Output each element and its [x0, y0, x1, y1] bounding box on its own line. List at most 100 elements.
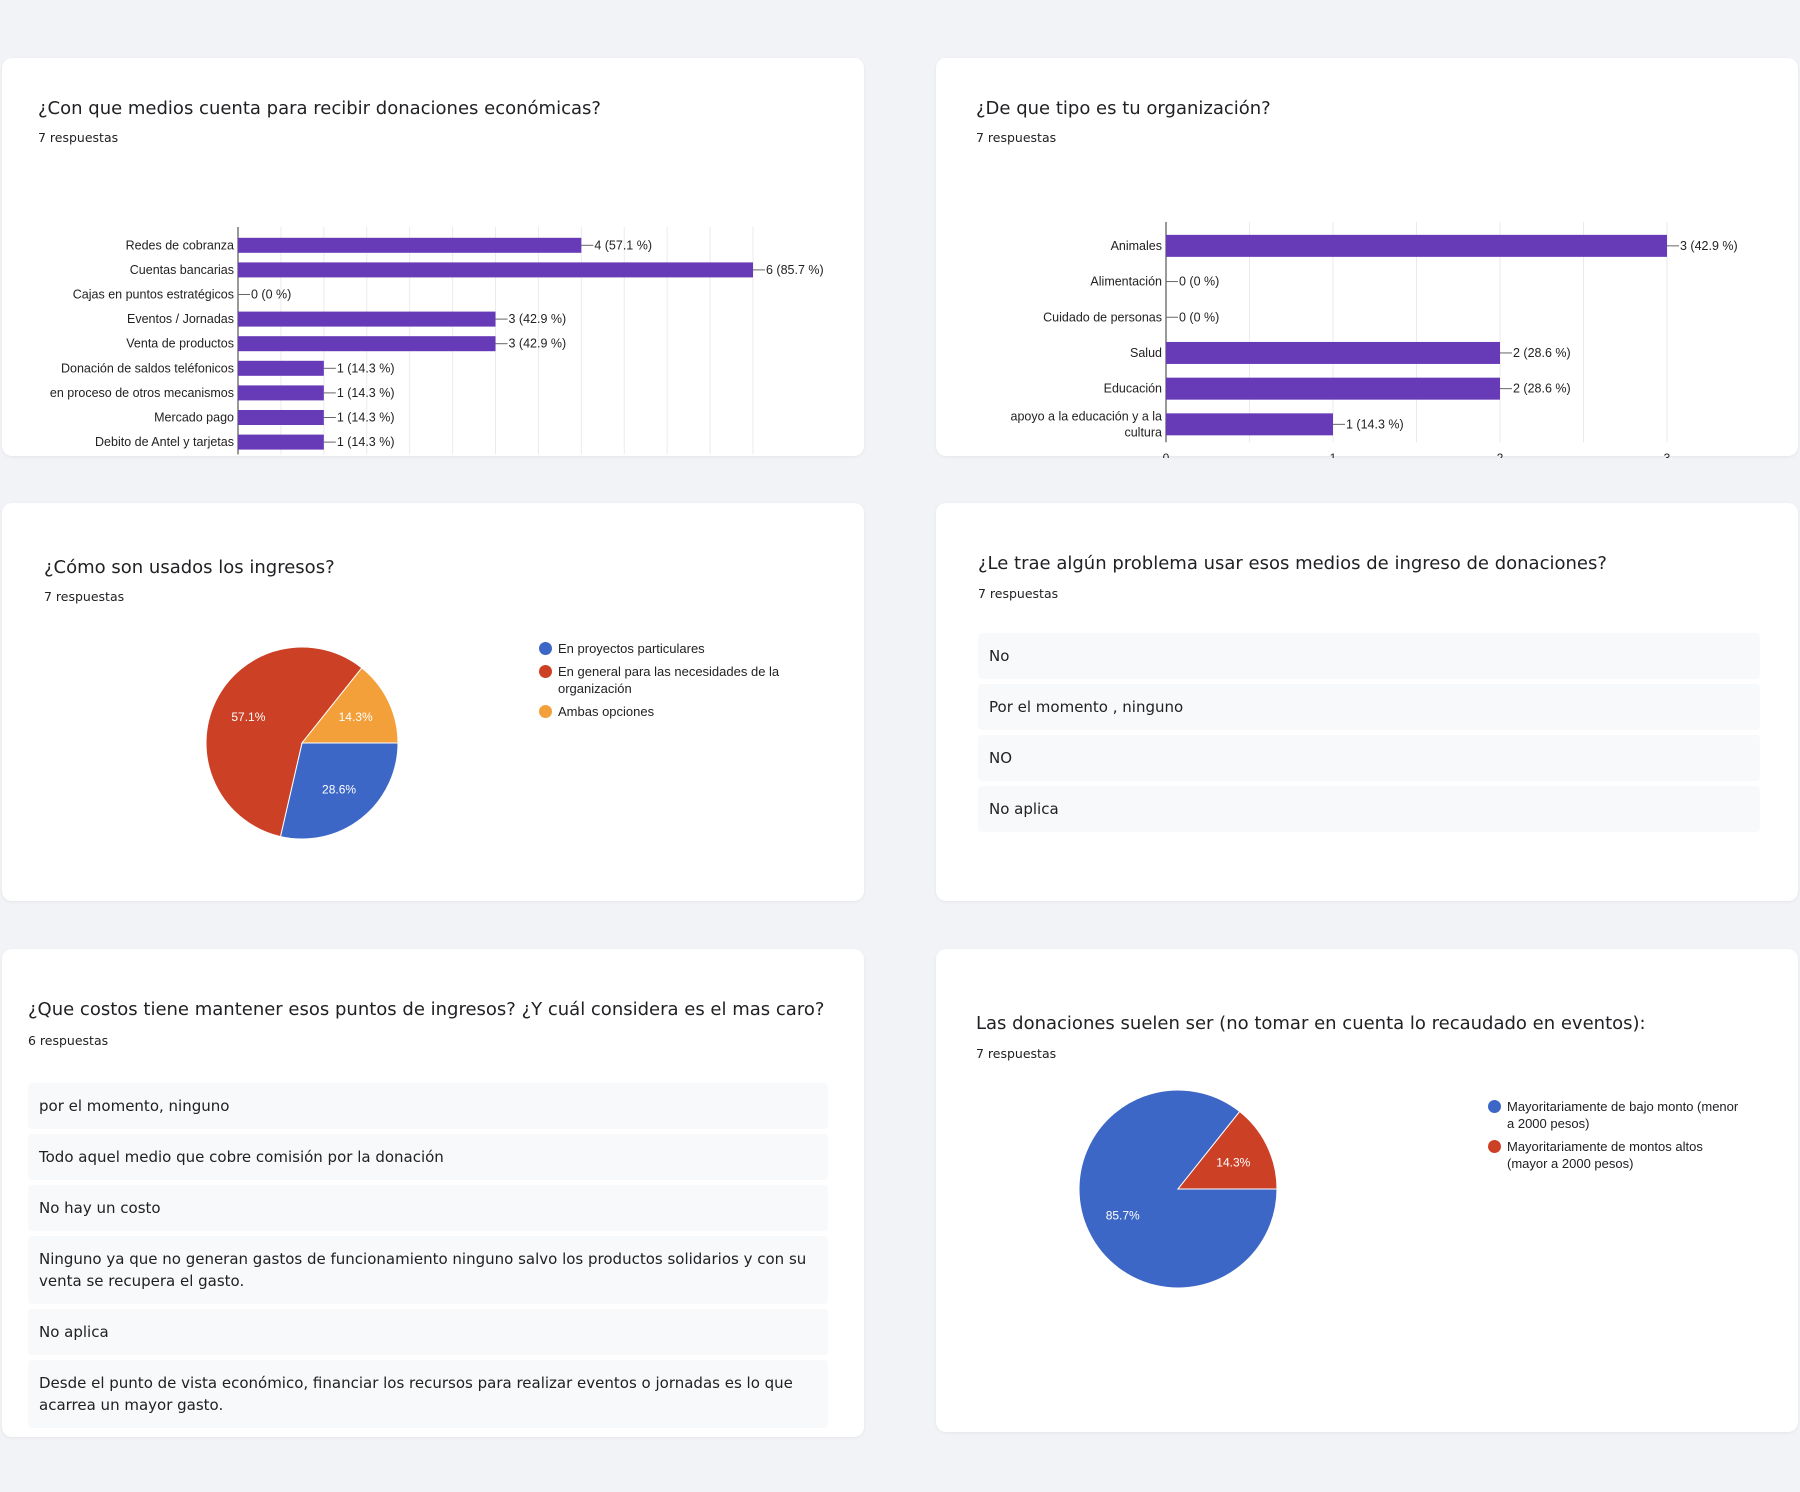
bar-chart-tipo: 0 1 2 3 Animales 3 (42.9 %) Alimentación 0 (0 %… — [1011, 222, 1738, 458]
x-tick-label: 3 — [1664, 451, 1671, 458]
category-label: Debito de Antel y tarjetas — [95, 435, 234, 449]
bar — [1166, 413, 1333, 436]
answer-item: Por el momento , ninguno — [978, 684, 1760, 730]
card-monto-donaciones: Las donaciones suelen ser (no tomar en c… — [936, 949, 1798, 1432]
pie-legend: Mayoritariamente de bajo monto (menor a 2… — [1488, 1098, 1758, 1178]
response-count: 7 respuestas — [38, 130, 119, 145]
value-label: 1 (14.3 %) — [1346, 417, 1404, 431]
category-label: apoyo a la educación y a la — [1011, 409, 1163, 423]
card-tipo-organizacion: ¿De que tipo es tu organización? 7 respu… — [936, 58, 1798, 458]
answer-list: por el momento, ninguno Todo aquel medio … — [28, 1083, 828, 1433]
question-title: ¿Cómo son usados los ingresos? — [44, 557, 335, 578]
legend-label: En general para las necesidades de la org… — [558, 664, 780, 696]
slice-label: 57.1% — [231, 710, 265, 724]
answer-item: No hay un costo — [28, 1185, 828, 1231]
answer-list: No Por el momento , ninguno NO No aplica — [978, 633, 1760, 837]
card-costos: ¿Que costos tiene mantener esos puntos d… — [2, 949, 864, 1437]
legend-dot-icon — [539, 665, 552, 678]
legend-label: En proyectos particulares — [558, 641, 705, 656]
answer-item: Todo aquel medio que cobre comisión por … — [28, 1134, 828, 1180]
value-label: 3 (42.9 %) — [509, 312, 567, 326]
response-count: 7 respuestas — [976, 1046, 1057, 1061]
bar — [1166, 234, 1667, 257]
category-label: Redes de cobranza — [126, 238, 234, 252]
slice-label: 14.3% — [339, 710, 373, 724]
value-label: 0 (0 %) — [1179, 275, 1219, 289]
bar — [1166, 341, 1500, 364]
legend-label: Mayoritariamente de bajo monto (menor a 2… — [1507, 1099, 1739, 1131]
legend-label: Mayoritariamente de montos altos (mayor a… — [1507, 1139, 1703, 1171]
value-label: 0 (0 %) — [1179, 310, 1219, 324]
legend-item: Ambas opciones — [539, 703, 839, 720]
category-label: Animales — [1111, 239, 1162, 253]
bar — [238, 360, 324, 376]
category-label: Alimentación — [1090, 275, 1162, 289]
category-label: Donación de saldos teléfonicos — [61, 361, 234, 375]
value-label: 1 (14.3 %) — [337, 361, 395, 375]
bar — [238, 385, 324, 401]
pie-slice — [1176, 1110, 1278, 1190]
bar — [238, 410, 324, 425]
category-label: Venta de productos — [126, 337, 234, 351]
category-label: Eventos / Jornadas — [127, 312, 234, 326]
legend-label: Ambas opciones — [558, 704, 655, 719]
value-label: 0 (0 %) — [251, 288, 291, 302]
card-uso-ingresos: ¿Cómo son usados los ingresos? 7 respues… — [2, 503, 864, 901]
value-label: 2 (28.6 %) — [1513, 346, 1571, 360]
category-label: Salud — [1130, 346, 1162, 360]
pie-chart-monto: 85.7% 14.3% — [1078, 1089, 1278, 1289]
pie-slice — [300, 667, 399, 744]
response-count: 7 respuestas — [978, 586, 1059, 601]
x-tick-label: 0 — [1163, 451, 1170, 458]
value-label: 3 (42.9 %) — [509, 337, 567, 351]
legend-item: En general para las necesidades de la org… — [539, 663, 839, 697]
legend-item: Mayoritariamente de bajo monto (menor a 2… — [1488, 1098, 1758, 1132]
value-label: 1 (14.3 %) — [337, 411, 395, 425]
category-label: Cuentas bancarias — [130, 263, 234, 277]
question-title: ¿Con que medios cuenta para recibir dona… — [38, 98, 601, 119]
slice-label: 85.7% — [1106, 1209, 1140, 1223]
value-label: 1 (14.3 %) — [337, 386, 395, 400]
slice-label: 28.6% — [322, 783, 356, 797]
legend-dot-icon — [1488, 1100, 1501, 1113]
value-label: 3 (42.9 %) — [1680, 239, 1738, 253]
response-count: 6 respuestas — [28, 1033, 109, 1048]
pie-chart-uso: 28.6% 57.1% 14.3% — [205, 646, 399, 840]
bar — [238, 262, 753, 278]
question-title: ¿Le trae algún problema usar esos medios… — [978, 553, 1607, 574]
card-medios-donaciones: ¿Con que medios cuenta para recibir dona… — [2, 58, 864, 456]
answer-item: No aplica — [978, 786, 1760, 832]
category-label: Cajas en puntos estratégicos — [73, 288, 234, 302]
legend-item: Mayoritariamente de montos altos (mayor a… — [1488, 1138, 1758, 1172]
slice-label: 14.3% — [1216, 1155, 1250, 1169]
category-label: en proceso de otros mecanismos — [50, 386, 234, 400]
x-tick-label: 1 — [1330, 451, 1337, 458]
value-label: 2 (28.6 %) — [1513, 382, 1571, 396]
response-count: 7 respuestas — [976, 130, 1057, 145]
answer-item: NO — [978, 735, 1760, 781]
x-tick-label: 2 — [1497, 451, 1504, 458]
category-label: Mercado pago — [154, 411, 234, 425]
legend-dot-icon — [539, 642, 552, 655]
card-problemas: ¿Le trae algún problema usar esos medios… — [936, 503, 1798, 901]
bar — [1166, 377, 1500, 400]
bar — [238, 434, 324, 450]
category-label: Educación — [1104, 382, 1162, 396]
pie-slice — [205, 646, 363, 838]
value-label: 1 (14.3 %) — [337, 435, 395, 449]
bar — [238, 336, 496, 352]
legend-dot-icon — [1488, 1140, 1501, 1153]
value-label: 4 (57.1 %) — [594, 238, 652, 252]
answer-item: por el momento, ninguno — [28, 1083, 828, 1129]
legend-dot-icon — [539, 705, 552, 718]
category-label: cultura — [1124, 425, 1162, 439]
pie-slice — [279, 742, 399, 840]
pie-legend: En proyectos particulares En general para… — [539, 640, 839, 726]
bar — [238, 311, 496, 327]
answer-item: Desde el punto de vista económico, finan… — [28, 1360, 828, 1428]
answer-item: No — [978, 633, 1760, 679]
legend-item: En proyectos particulares — [539, 640, 839, 657]
bar — [238, 237, 582, 253]
question-title: ¿Que costos tiene mantener esos puntos d… — [28, 999, 825, 1020]
answer-item: No aplica — [28, 1309, 828, 1355]
